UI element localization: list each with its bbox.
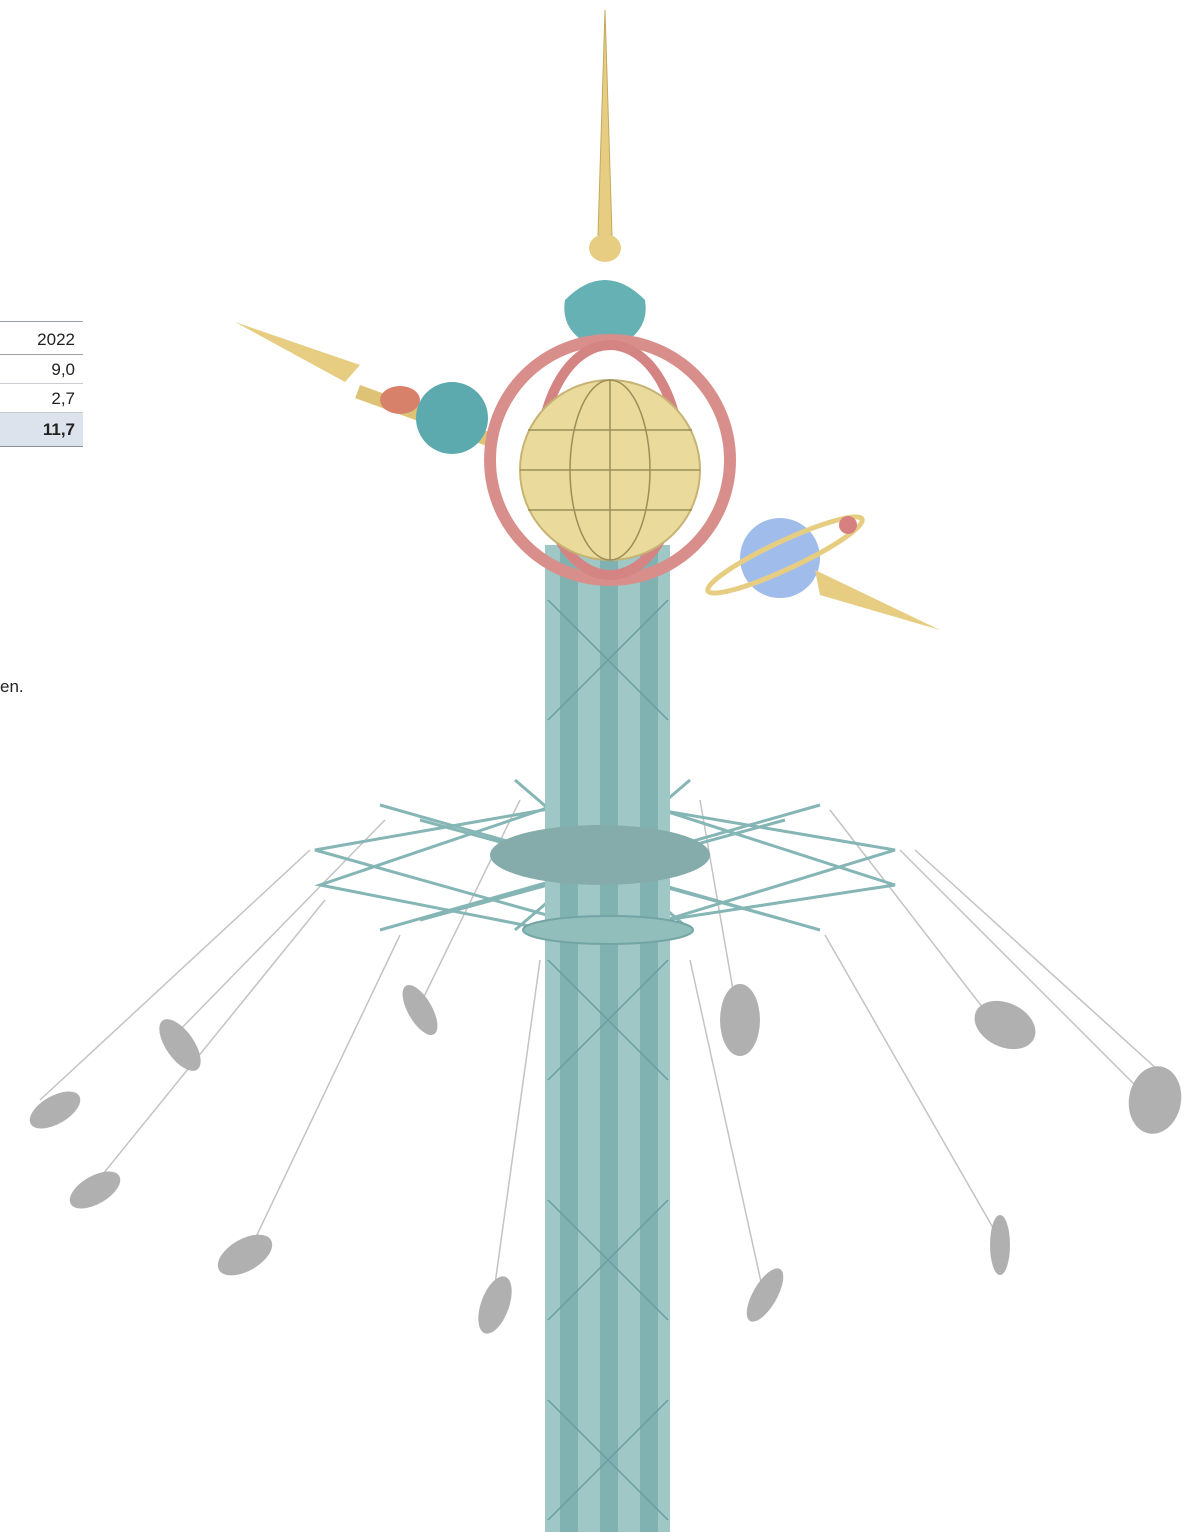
riders <box>29 984 1182 1334</box>
table-header-year: 2022 <box>0 322 83 355</box>
right-arrow-ornament <box>705 514 940 630</box>
globe-and-rings <box>484 334 736 586</box>
spire <box>564 9 646 345</box>
text-fragment: en. <box>0 677 24 696</box>
table-row-2: 2,7 <box>0 384 83 413</box>
data-table: 2022 9,0 2,7 11,7 <box>0 321 83 447</box>
table-row-total: 11,7 <box>0 413 83 447</box>
table-row-1: 9,0 <box>0 355 83 384</box>
tower <box>490 545 710 1532</box>
left-arrow-ornament <box>235 322 492 454</box>
